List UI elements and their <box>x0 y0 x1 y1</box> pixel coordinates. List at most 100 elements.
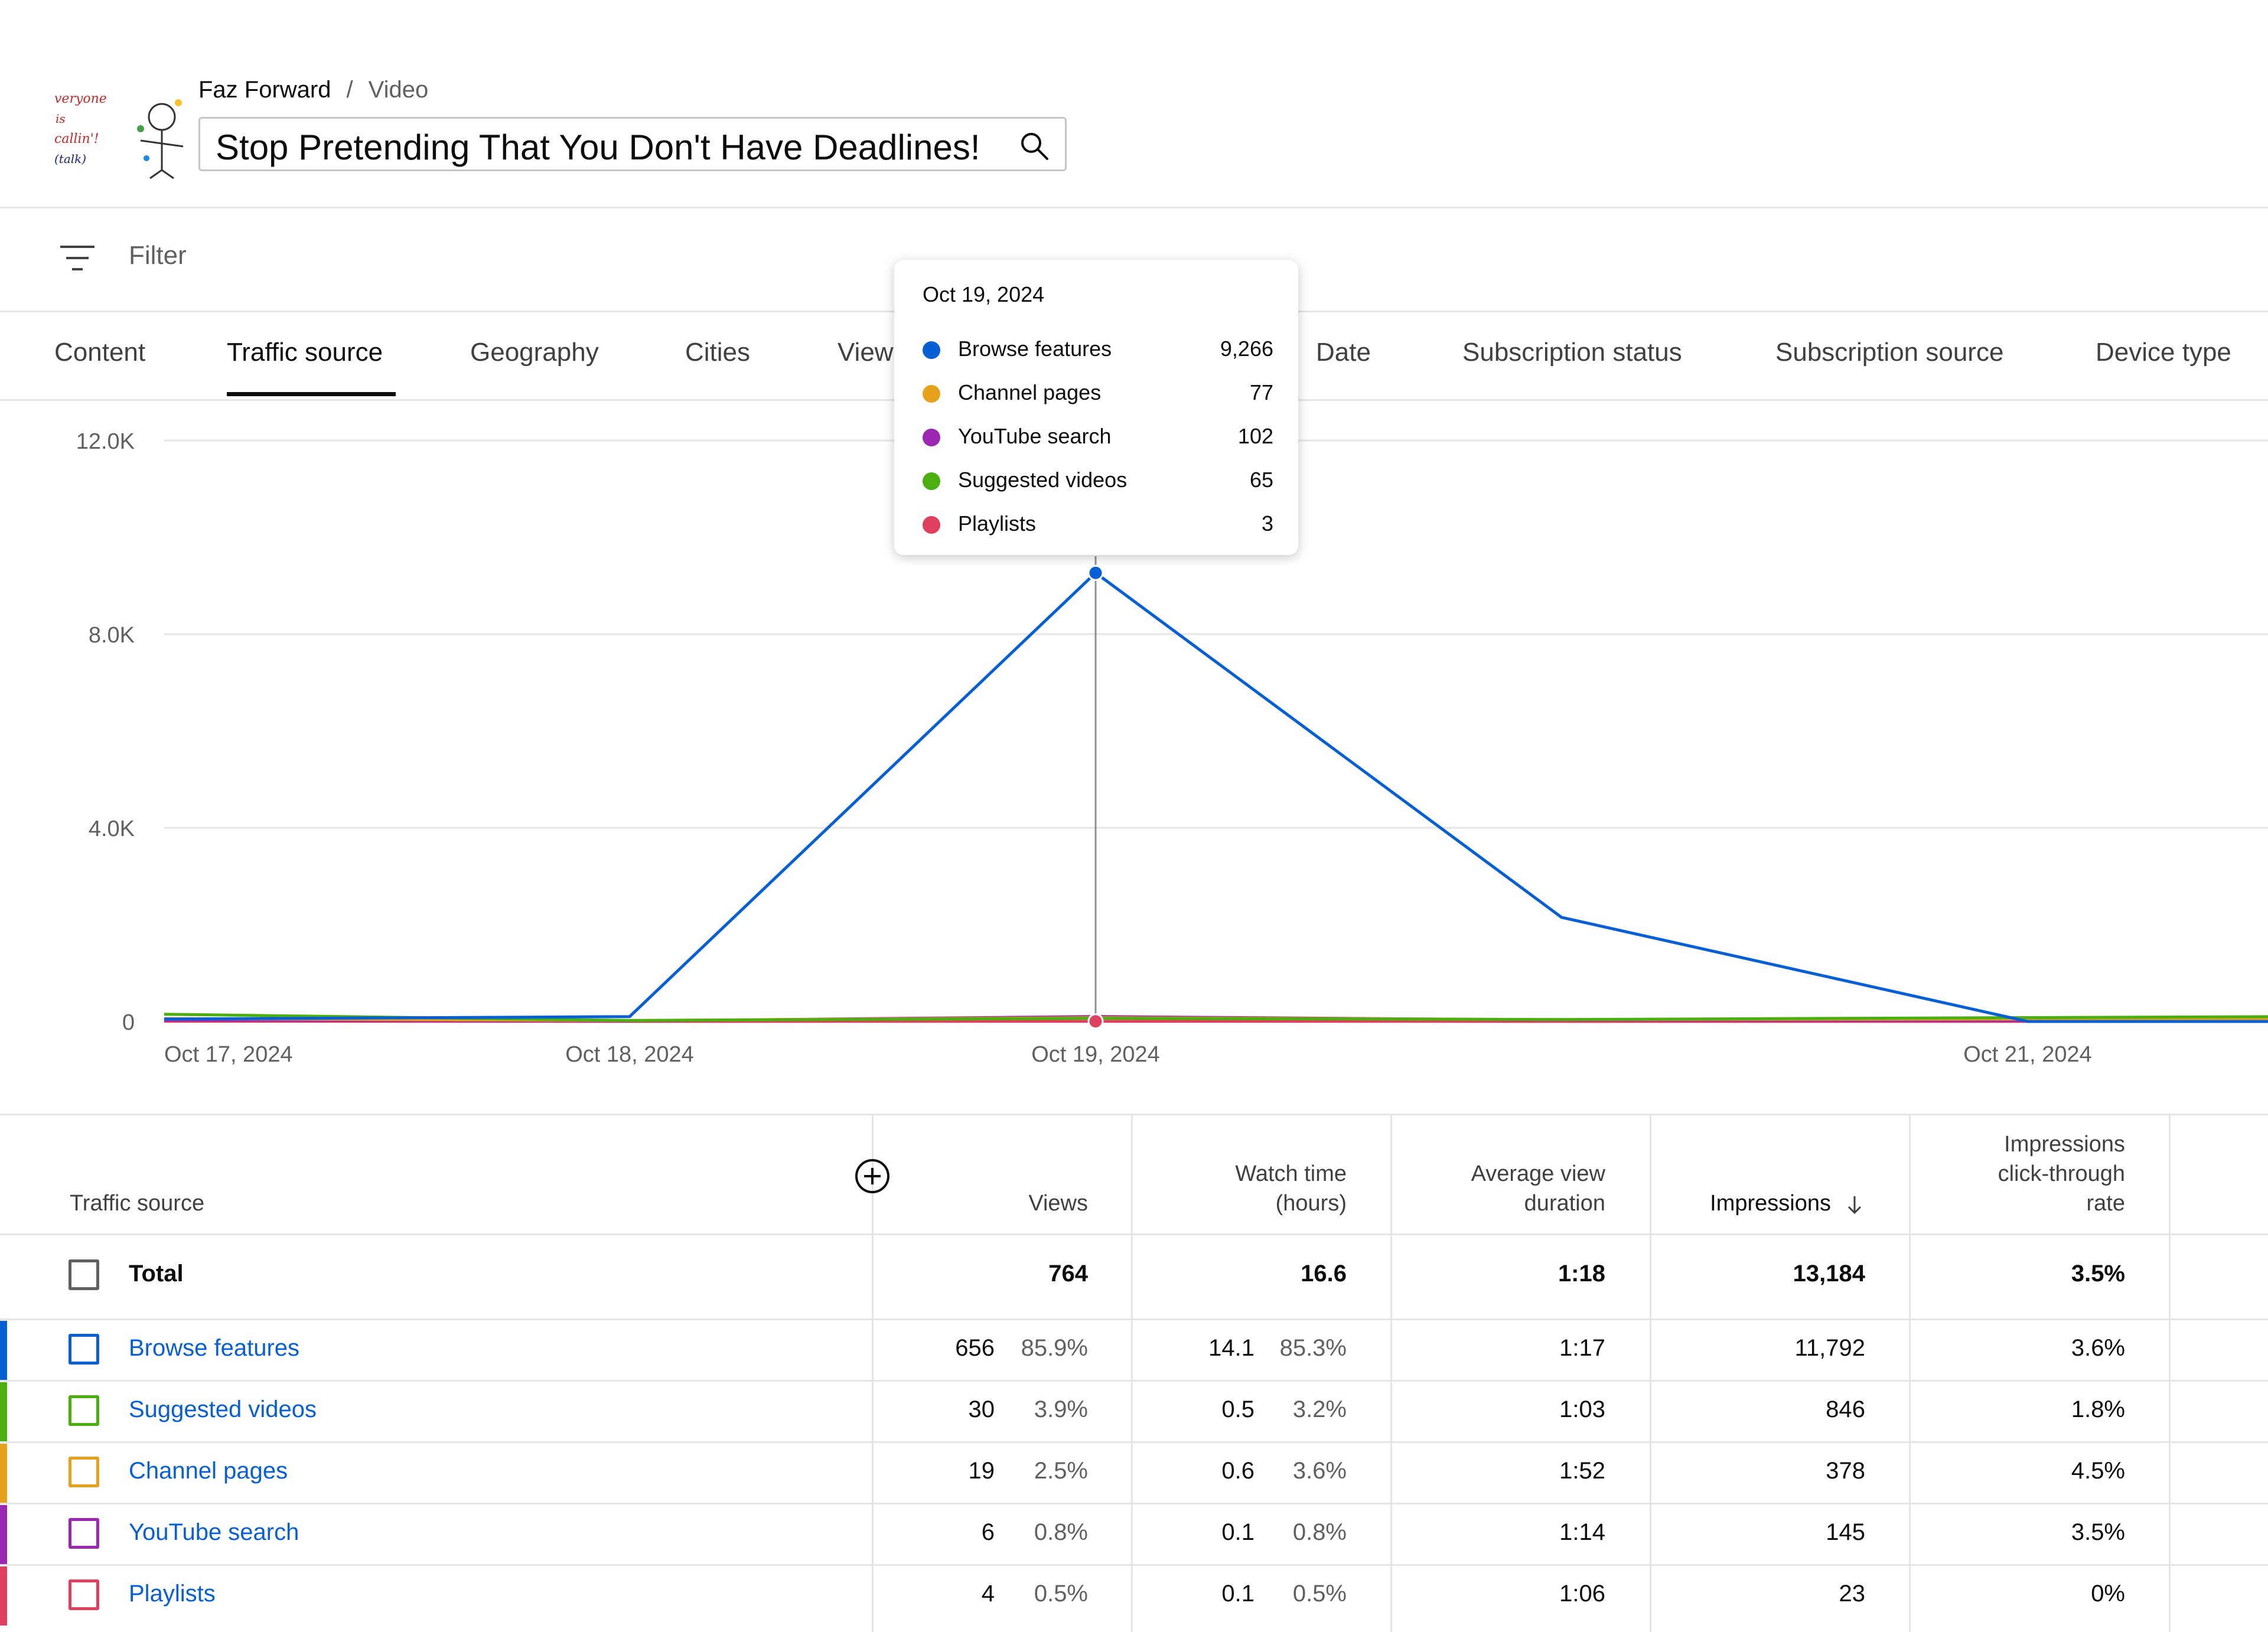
cell-views: 6 <box>982 1519 995 1546</box>
column-divider <box>1909 1115 1911 1632</box>
cell-watch-pct: 3.2% <box>1293 1396 1347 1423</box>
row-divider <box>0 1318 2268 1320</box>
cell-avg-view-duration: 1:14 <box>1559 1519 1605 1546</box>
col-header-line: duration <box>1471 1189 1605 1218</box>
row-label[interactable]: YouTube search <box>129 1519 299 1546</box>
cell-views: 764 <box>1048 1261 1088 1287</box>
cell-avg-view-duration: 1:52 <box>1559 1458 1605 1484</box>
cell-views-pct: 2.5% <box>1034 1458 1088 1484</box>
y-tick-label: 0 <box>122 1010 135 1035</box>
row-checkbox[interactable] <box>69 1579 99 1610</box>
legend-dot-icon <box>923 341 940 359</box>
tab-content[interactable]: Content <box>54 338 145 367</box>
col-header-line: Watch time <box>1235 1159 1347 1189</box>
cell-impressions: 145 <box>1826 1519 1865 1546</box>
cell-ctr: 0% <box>2091 1581 2125 1607</box>
breadcrumb-separator: / <box>347 77 353 103</box>
col-header-watch-time[interactable]: Watch time (hours) <box>1235 1159 1347 1218</box>
series-color-bar <box>0 1444 7 1503</box>
row-checkbox[interactable] <box>69 1518 99 1549</box>
series-line <box>164 573 2268 1021</box>
tooltip-date: Oct 19, 2024 <box>923 282 1044 307</box>
row-checkbox[interactable] <box>69 1395 99 1426</box>
breadcrumb-channel[interactable]: Faz Forward <box>198 77 331 103</box>
row-divider <box>0 1380 2268 1382</box>
tooltip-label: Channel pages <box>958 380 1101 405</box>
row-label[interactable]: Browse features <box>129 1335 299 1362</box>
tab-date[interactable]: Date <box>1316 338 1371 367</box>
col-header-line: rate <box>1998 1189 2125 1218</box>
row-label[interactable]: Suggested videos <box>129 1396 317 1423</box>
col-header-avg-view-duration[interactable]: Average view duration <box>1471 1159 1605 1218</box>
cell-impressions: 13,184 <box>1793 1261 1865 1287</box>
channel-logo[interactable]: veryone is callin'! (talk) <box>52 81 185 179</box>
row-label[interactable]: Playlists <box>129 1581 216 1607</box>
tab-traffic-source[interactable]: Traffic source <box>227 338 383 367</box>
svg-text:is: is <box>56 112 66 126</box>
col-header-views[interactable]: Views <box>1028 1189 1088 1218</box>
cell-views: 19 <box>969 1458 995 1484</box>
cell-ctr: 4.5% <box>2071 1458 2125 1484</box>
cell-watch-time: 0.1 <box>1221 1519 1254 1546</box>
legend-dot-icon <box>923 516 940 534</box>
col-header-line: Average view <box>1471 1159 1605 1189</box>
row-label: Total <box>129 1261 184 1287</box>
column-divider <box>2169 1115 2171 1632</box>
col-header-line: click-through <box>1998 1159 2125 1189</box>
row-divider <box>0 1233 2268 1235</box>
cell-impressions: 23 <box>1839 1581 1866 1607</box>
tooltip-value: 9,266 <box>1220 337 1273 361</box>
cell-avg-view-duration: 1:17 <box>1559 1335 1605 1362</box>
sort-descending-icon[interactable] <box>1844 1194 1865 1215</box>
column-divider <box>1131 1115 1133 1632</box>
video-selector[interactable]: Stop Pretending That You Don't Have Dead… <box>198 117 1067 171</box>
filter-input[interactable]: Filter <box>129 241 187 270</box>
col-header-traffic-source[interactable]: Traffic source <box>70 1189 204 1218</box>
filter-icon[interactable] <box>59 243 96 273</box>
cell-views: 4 <box>982 1581 995 1607</box>
y-tick-label: 4.0K <box>89 817 135 841</box>
svg-text:veryone: veryone <box>54 92 107 106</box>
col-header-ctr[interactable]: Impressions click-through rate <box>1998 1130 2125 1218</box>
search-icon[interactable] <box>1019 130 1050 161</box>
tab-cities[interactable]: Cities <box>685 338 750 367</box>
cell-watch-time: 0.6 <box>1221 1458 1254 1484</box>
cell-watch-pct: 0.8% <box>1293 1519 1347 1546</box>
tooltip-label: Suggested videos <box>958 468 1127 492</box>
col-header-line: (hours) <box>1235 1189 1347 1218</box>
cell-watch-time: 16.6 <box>1301 1261 1347 1287</box>
row-checkbox[interactable] <box>69 1457 99 1487</box>
series-color-bar <box>0 1566 7 1626</box>
x-tick-label: Oct 17, 2024 <box>164 1042 293 1067</box>
breadcrumb-section: Video <box>369 77 429 103</box>
cell-views-pct: 3.9% <box>1034 1396 1088 1423</box>
tab-subscription-status[interactable]: Subscription status <box>1462 338 1682 367</box>
row-checkbox[interactable] <box>69 1334 99 1365</box>
highlight-point <box>1089 1014 1103 1029</box>
checkbox-total[interactable] <box>69 1259 99 1290</box>
x-tick-label: Oct 21, 2024 <box>1963 1042 2092 1067</box>
tooltip-value: 77 <box>1250 380 1273 405</box>
x-tick-label: Oct 18, 2024 <box>565 1042 694 1067</box>
series-color-bar <box>0 1321 7 1380</box>
cell-views-pct: 0.8% <box>1034 1519 1088 1546</box>
tooltip-value: 102 <box>1238 424 1273 449</box>
add-column-icon[interactable] <box>854 1158 891 1194</box>
col-header-impressions[interactable]: Impressions <box>1710 1189 1865 1218</box>
tooltip-row: Suggested videos 65 <box>923 464 1273 500</box>
cell-watch-time: 0.5 <box>1221 1396 1254 1423</box>
tab-device-type[interactable]: Device type <box>2096 338 2231 367</box>
legend-dot-icon <box>923 385 940 403</box>
highlight-point <box>1089 566 1103 580</box>
cell-ctr: 3.5% <box>2071 1519 2125 1546</box>
tooltip-row: Channel pages 77 <box>923 377 1273 412</box>
column-divider <box>1650 1115 1651 1632</box>
cell-watch-pct: 85.3% <box>1280 1335 1347 1362</box>
cell-impressions: 378 <box>1826 1458 1865 1484</box>
row-label[interactable]: Channel pages <box>129 1458 288 1484</box>
tab-subscription-source[interactable]: Subscription source <box>1775 338 2003 367</box>
tooltip-row: Browse features 9,266 <box>923 333 1273 368</box>
tab-geography[interactable]: Geography <box>470 338 599 367</box>
svg-text:callin'!: callin'! <box>54 132 99 146</box>
traffic-source-table: Traffic source Views Watch time (hours) … <box>0 1114 2268 1632</box>
